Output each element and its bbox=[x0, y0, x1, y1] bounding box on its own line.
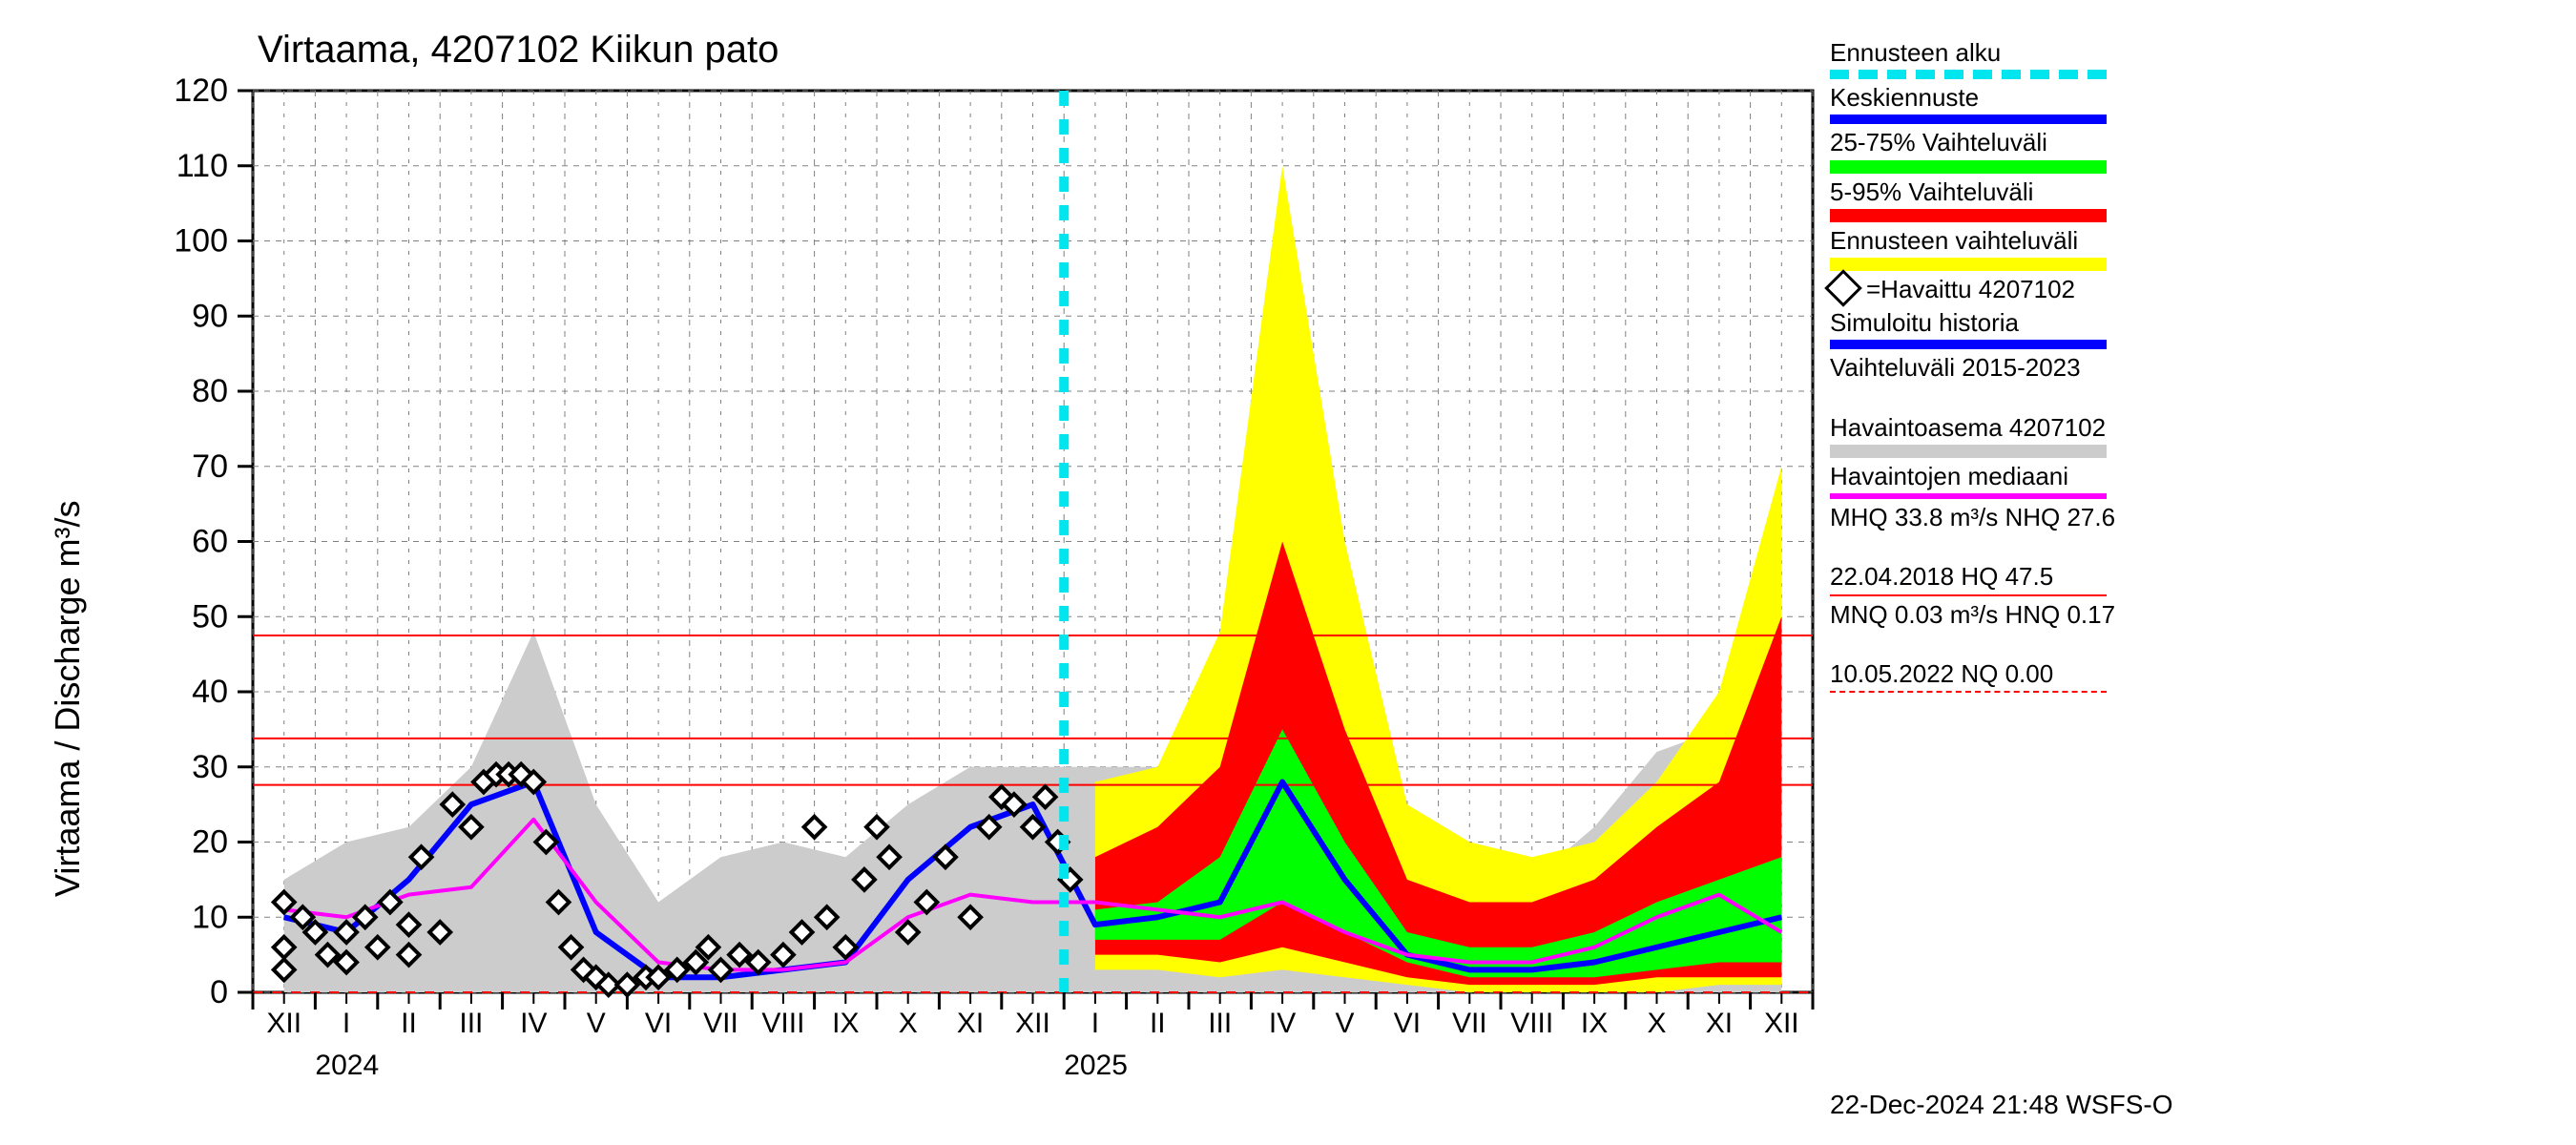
svg-text:VI: VI bbox=[645, 1008, 672, 1039]
legend-item: Ennusteen alku bbox=[1830, 38, 2555, 79]
svg-text:II: II bbox=[401, 1008, 417, 1039]
legend-swatch bbox=[1830, 160, 2107, 174]
legend-swatch bbox=[1830, 258, 2107, 271]
svg-text:120: 120 bbox=[174, 73, 228, 109]
legend-label: Keskiennuste bbox=[1830, 83, 2555, 113]
legend-item: Simuloitu historia bbox=[1830, 308, 2555, 349]
legend-item: 25-75% Vaihteluväli bbox=[1830, 128, 2555, 173]
svg-text:VI: VI bbox=[1394, 1008, 1421, 1039]
svg-text:2024: 2024 bbox=[315, 1050, 379, 1081]
svg-text:80: 80 bbox=[192, 373, 228, 409]
svg-text:VII: VII bbox=[703, 1008, 738, 1039]
svg-text:30: 30 bbox=[192, 749, 228, 785]
legend-item: MNQ 0.03 m³/s HNQ 0.1710.05.2022 NQ 0.00 bbox=[1830, 600, 2555, 694]
svg-text:I: I bbox=[343, 1008, 350, 1039]
legend-label: MNQ 0.03 m³/s HNQ 0.1710.05.2022 NQ 0.00 bbox=[1830, 600, 2555, 690]
legend-item: MHQ 33.8 m³/s NHQ 27.622.04.2018 HQ 47.5 bbox=[1830, 503, 2555, 596]
legend-label: Ennusteen alku bbox=[1830, 38, 2555, 68]
svg-text:I: I bbox=[1091, 1008, 1099, 1039]
diamond-marker-icon bbox=[1824, 269, 1862, 307]
chart-title: Virtaama, 4207102 Kiikun pato bbox=[258, 29, 779, 72]
legend-item: 5-95% Vaihteluväli bbox=[1830, 177, 2555, 222]
legend-swatch bbox=[1830, 493, 2107, 499]
legend-item: Ennusteen vaihteluväli bbox=[1830, 226, 2555, 271]
legend-label: Ennusteen vaihteluväli bbox=[1830, 226, 2555, 256]
svg-text:VIII: VIII bbox=[761, 1008, 804, 1039]
svg-text:V: V bbox=[587, 1008, 606, 1039]
svg-text:0: 0 bbox=[210, 974, 228, 1010]
svg-text:40: 40 bbox=[192, 674, 228, 710]
svg-text:70: 70 bbox=[192, 448, 228, 485]
svg-text:IX: IX bbox=[832, 1008, 859, 1039]
svg-text:100: 100 bbox=[174, 223, 228, 260]
svg-text:10: 10 bbox=[192, 899, 228, 935]
svg-text:V: V bbox=[1335, 1008, 1354, 1039]
svg-text:XI: XI bbox=[957, 1008, 984, 1039]
svg-text:III: III bbox=[1208, 1008, 1232, 1039]
svg-text:XI: XI bbox=[1706, 1008, 1733, 1039]
legend-item: Havaintojen mediaani bbox=[1830, 462, 2555, 499]
svg-text:XII: XII bbox=[266, 1008, 301, 1039]
svg-text:110: 110 bbox=[177, 148, 228, 184]
legend: Ennusteen alku Keskiennuste 25-75% Vaihtel… bbox=[1830, 38, 2555, 697]
legend-swatch bbox=[1830, 445, 2107, 458]
svg-text:X: X bbox=[1647, 1008, 1666, 1039]
legend-label: 5-95% Vaihteluväli bbox=[1830, 177, 2555, 207]
legend-swatch bbox=[1830, 340, 2107, 349]
svg-text:20: 20 bbox=[192, 824, 228, 861]
svg-text:60: 60 bbox=[192, 524, 228, 560]
legend-label: =Havaittu 4207102 bbox=[1830, 275, 2555, 304]
svg-text:XII: XII bbox=[1764, 1008, 1799, 1039]
chart-container: Virtaama, 4207102 Kiikun pato Virtaama /… bbox=[0, 0, 2576, 1145]
svg-text:2025: 2025 bbox=[1064, 1050, 1128, 1081]
legend-item: Vaihteluväli 2015-2023 Havaintoasema 420… bbox=[1830, 353, 2555, 458]
svg-text:II: II bbox=[1150, 1008, 1166, 1039]
legend-swatch bbox=[1830, 70, 2107, 79]
legend-swatch bbox=[1830, 594, 2107, 596]
legend-swatch bbox=[1830, 691, 2107, 693]
svg-text:VIII: VIII bbox=[1510, 1008, 1553, 1039]
legend-item: =Havaittu 4207102 bbox=[1830, 275, 2555, 304]
y-axis-label: Virtaama / Discharge m³/s bbox=[48, 501, 88, 897]
legend-label: 25-75% Vaihteluväli bbox=[1830, 128, 2555, 157]
legend-label: MHQ 33.8 m³/s NHQ 27.622.04.2018 HQ 47.5 bbox=[1830, 503, 2555, 593]
svg-text:XII: XII bbox=[1015, 1008, 1050, 1039]
svg-text:IX: IX bbox=[1581, 1008, 1608, 1039]
svg-text:IV: IV bbox=[1269, 1008, 1296, 1039]
legend-label: Vaihteluväli 2015-2023 Havaintoasema 420… bbox=[1830, 353, 2555, 443]
legend-swatch bbox=[1830, 114, 2107, 124]
svg-text:50: 50 bbox=[192, 598, 228, 635]
svg-text:90: 90 bbox=[192, 298, 228, 334]
legend-item: Keskiennuste bbox=[1830, 83, 2555, 124]
svg-text:III: III bbox=[459, 1008, 483, 1039]
svg-text:VII: VII bbox=[1452, 1008, 1487, 1039]
legend-label: Simuloitu historia bbox=[1830, 308, 2555, 338]
legend-swatch bbox=[1830, 209, 2107, 222]
timestamp: 22-Dec-2024 21:48 WSFS-O bbox=[1830, 1090, 2173, 1120]
svg-text:X: X bbox=[899, 1008, 918, 1039]
legend-label: Havaintojen mediaani bbox=[1830, 462, 2555, 491]
svg-text:IV: IV bbox=[520, 1008, 547, 1039]
